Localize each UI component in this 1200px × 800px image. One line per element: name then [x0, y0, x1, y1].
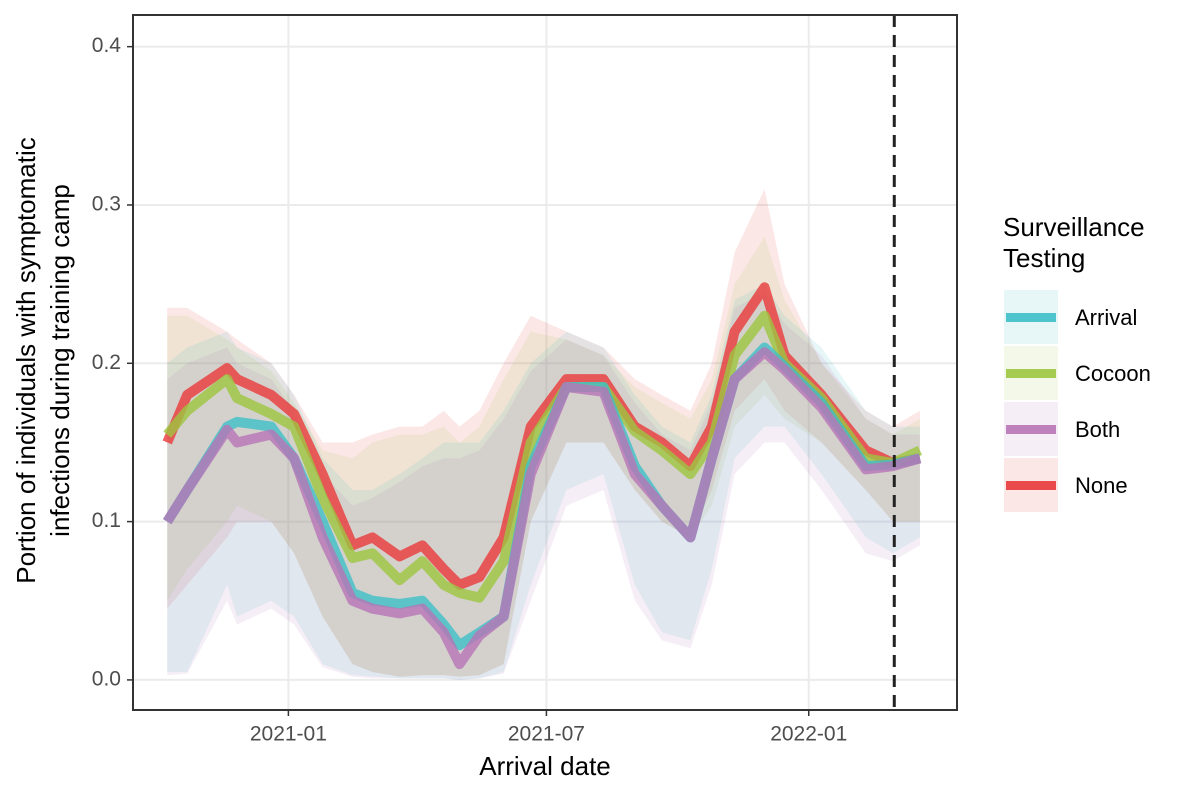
legend-key	[1006, 481, 1056, 490]
x-tick-label: 2021-01	[250, 723, 327, 746]
y-tick-label: 0.3	[92, 193, 121, 216]
legend-label: Cocoon	[1075, 361, 1151, 386]
x-tick-label: 2022-01	[770, 723, 847, 746]
y-axis-title: infections during training camp	[45, 184, 75, 537]
y-tick-label: 0.1	[92, 509, 121, 532]
y-axis-title: Portion of individuals with symptomatic	[11, 137, 41, 584]
legend-key	[1006, 313, 1056, 322]
y-tick-label: 0.4	[92, 34, 122, 57]
line	[162, 282, 921, 590]
y-tick-label: 0.0	[92, 667, 121, 690]
legend-key	[1006, 369, 1056, 378]
legend-label: None	[1075, 473, 1128, 498]
plot-border	[132, 14, 958, 711]
legend-title: Surveillance Testing	[1003, 212, 1145, 273]
legend-label: Both	[1075, 417, 1120, 442]
legend-key	[1006, 425, 1056, 434]
legend-label: Arrival	[1075, 305, 1137, 330]
y-tick-label: 0.2	[92, 351, 121, 374]
x-tick-label: 2021-07	[508, 723, 585, 746]
x-axis-title: Arrival date	[479, 751, 611, 781]
line	[163, 310, 923, 603]
line	[162, 347, 922, 670]
